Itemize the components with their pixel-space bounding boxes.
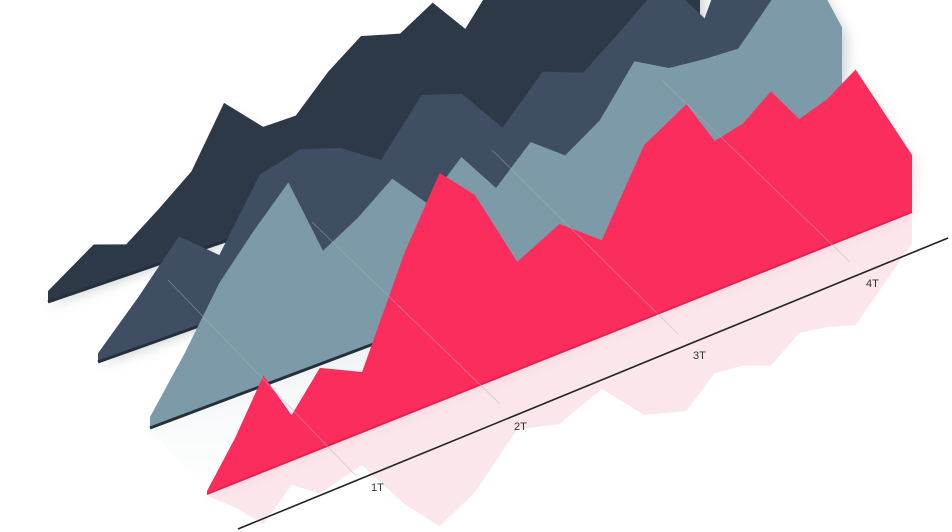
series-3-area [150, 0, 842, 428]
x-axis-line [237, 237, 949, 530]
x-axis [237, 237, 949, 530]
x-tick-label-3: 3T [693, 350, 706, 362]
series-layer [47, 0, 913, 495]
series-4-reflection [207, 212, 912, 527]
series-1-area [48, 0, 700, 302]
series-4-area [207, 69, 912, 494]
x-guide-2 [311, 221, 501, 405]
x-tick-label-4: 4T [866, 278, 879, 290]
x-guide-4 [661, 79, 851, 263]
x-tick-label-2: 2T [514, 421, 527, 433]
x-tick-label-1: 1T [371, 482, 384, 494]
x-guide-1 [167, 279, 357, 477]
x-guide-3 [491, 149, 679, 335]
series-4-baseline [206, 211, 913, 495]
x-axis-ticks: 1T 2T 3T 4T [167, 79, 879, 494]
